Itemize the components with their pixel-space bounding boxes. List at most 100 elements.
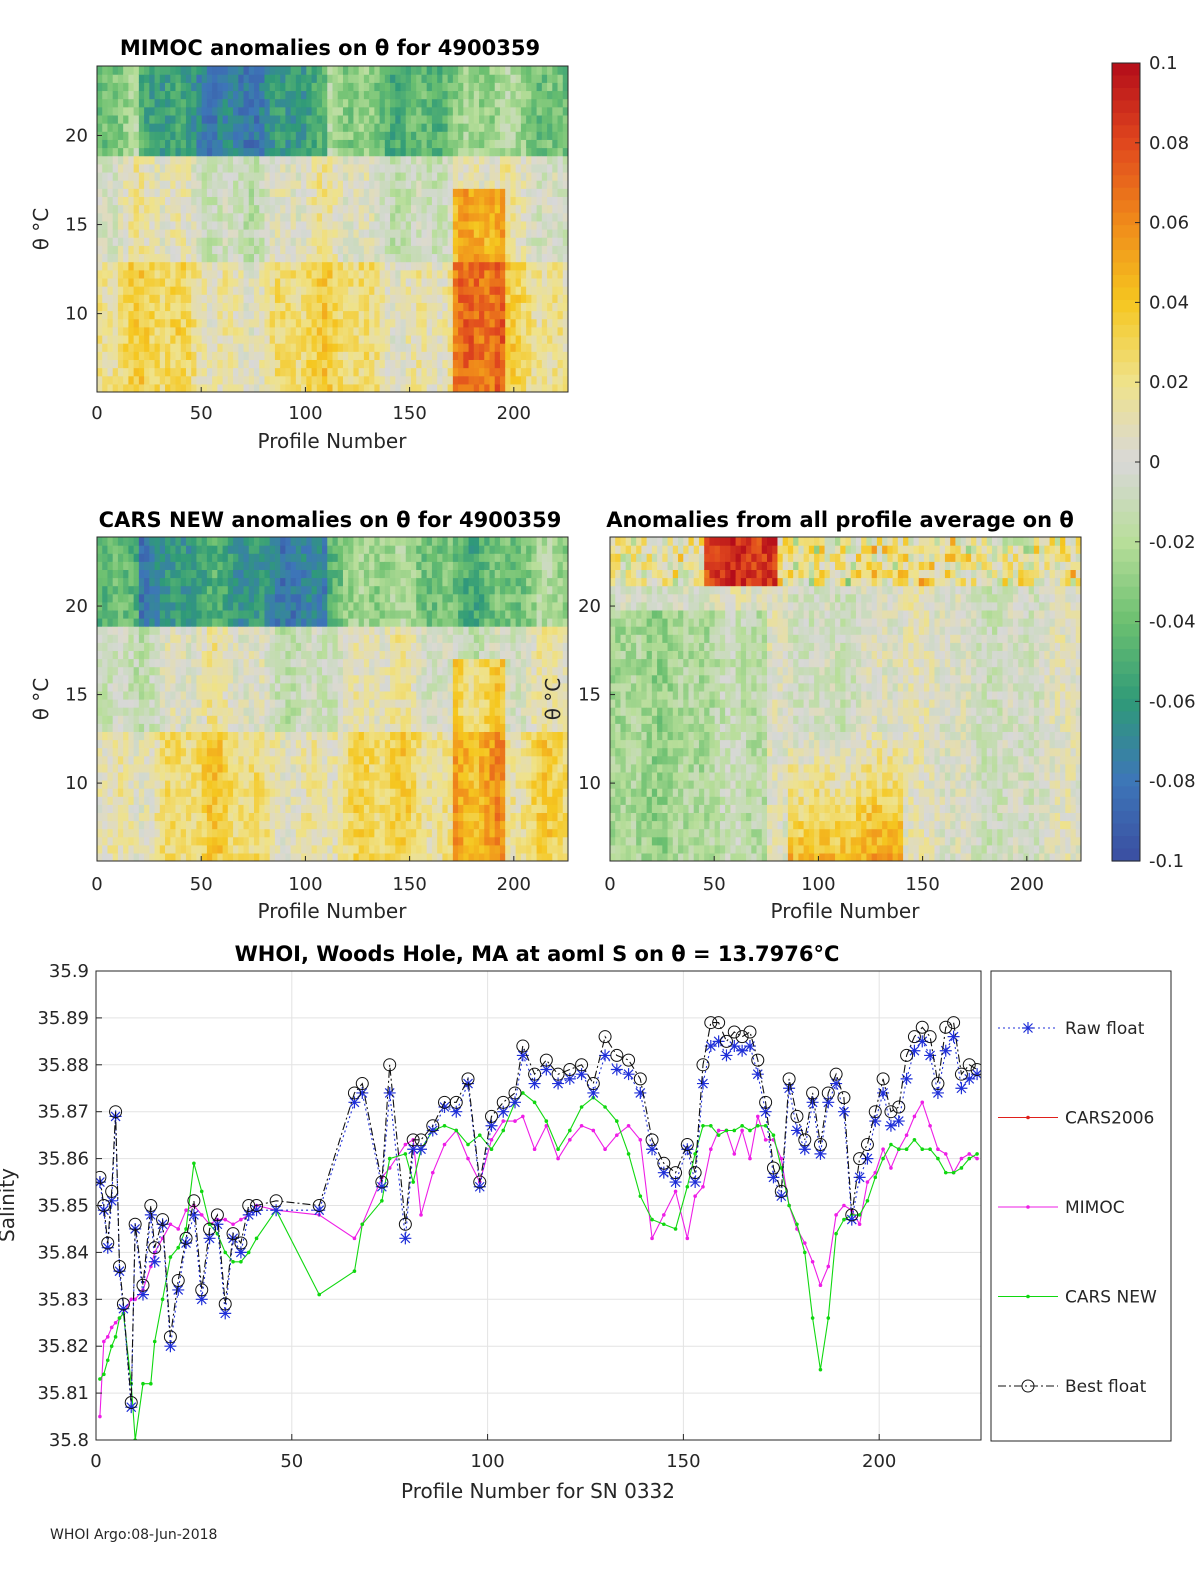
heatmap-cell: [206, 318, 213, 328]
heatmap-cell: [499, 286, 506, 295]
heatmap-cell: [468, 98, 475, 108]
heatmap-cell: [295, 237, 302, 246]
heatmap-cell: [159, 820, 166, 830]
heatmap-cell: [201, 585, 208, 595]
heatmap-cell: [248, 804, 255, 813]
heatmap-cell: [170, 180, 177, 189]
heatmap-cell: [562, 294, 568, 303]
heatmap-cell: [562, 139, 568, 149]
heatmap-cell: [201, 658, 208, 668]
heatmap-cell: [447, 163, 454, 173]
heatmap-cell: [248, 286, 255, 295]
heatmap-cell: [238, 318, 245, 328]
heatmap-cell: [165, 171, 171, 181]
heatmap-cell: [117, 650, 124, 660]
heatmap-cell: [379, 277, 386, 287]
heatmap-cell: [269, 690, 276, 700]
heatmap-cell: [206, 66, 213, 75]
heatmap-cell: [322, 318, 328, 328]
heatmap-cell: [531, 171, 538, 181]
heatmap-cell: [463, 253, 470, 263]
heatmap-cell: [379, 82, 386, 92]
heatmap-cell: [233, 123, 239, 132]
heatmap-cell: [442, 261, 449, 271]
heatmap-cell: [191, 553, 198, 562]
heatmap-cell: [384, 302, 391, 312]
heatmap-cell: [332, 367, 339, 377]
heatmap-cell: [531, 286, 538, 295]
heatmap-cell: [159, 351, 166, 360]
heatmap-cell: [212, 844, 218, 854]
heatmap-cell: [201, 723, 208, 732]
heatmap-cell: [499, 155, 506, 165]
heatmap-cell: [175, 359, 182, 369]
heatmap-cell: [175, 277, 182, 287]
heatmap-cell: [479, 66, 485, 75]
heatmap-cell: [175, 771, 182, 781]
heatmap-cell: [379, 147, 386, 157]
heatmap-cell: [254, 828, 260, 838]
heatmap-cell: [301, 269, 307, 279]
heatmap-cell: [405, 171, 412, 181]
heatmap-cell: [264, 561, 271, 570]
heatmap-cell: [526, 229, 532, 238]
heatmap-cell: [489, 253, 496, 263]
heatmap-cell: [175, 375, 182, 385]
heatmap-cell: [327, 359, 334, 369]
heatmap-cell: [447, 277, 454, 287]
heatmap-cell: [416, 212, 423, 222]
heatmap-cell: [390, 139, 396, 149]
heatmap-cell: [562, 196, 568, 206]
heatmap-cell: [128, 180, 135, 189]
heatmap-cell: [123, 237, 129, 246]
heatmap-cell: [489, 229, 496, 238]
heatmap-cell: [379, 220, 386, 230]
heatmap-cell: [400, 343, 407, 352]
heatmap-cell: [254, 844, 260, 854]
heatmap-cell: [243, 245, 250, 255]
heatmap-cell: [290, 383, 297, 392]
heatmap-cell: [358, 253, 365, 263]
heatmap-cell: [332, 310, 339, 320]
heatmap-cell: [206, 763, 213, 773]
heatmap-cell: [222, 844, 229, 854]
heatmap-cell: [499, 359, 506, 369]
heatmap-cell: [552, 277, 559, 287]
heatmap-cell: [191, 90, 198, 100]
heatmap-cell: [144, 699, 150, 708]
heatmap-cell: [463, 188, 470, 197]
heatmap-cell: [316, 351, 323, 360]
heatmap-cell: [390, 277, 396, 287]
heatmap-cell: [526, 351, 532, 360]
heatmap-cell: [400, 220, 407, 230]
heatmap-cell: [264, 196, 271, 206]
heatmap-cell: [222, 561, 229, 570]
heatmap-cell: [138, 601, 145, 611]
heatmap-cell: [112, 351, 119, 360]
heatmap-cell: [411, 180, 417, 189]
heatmap-cell: [107, 537, 114, 546]
heatmap-cell: [369, 367, 375, 377]
heatmap-cell: [170, 642, 177, 651]
heatmap-cell: [264, 253, 271, 263]
heatmap-cell: [196, 844, 203, 854]
heatmap-cell: [123, 220, 129, 230]
heatmap-cell: [384, 196, 391, 206]
heatmap-cell: [217, 852, 224, 861]
heatmap-cell: [201, 359, 208, 369]
heatmap-cell: [107, 658, 114, 668]
heatmap-cell: [102, 715, 109, 724]
heatmap-cell: [165, 66, 171, 75]
heatmap-cell: [165, 634, 171, 643]
heatmap-cell: [400, 212, 407, 222]
heatmap-cell: [447, 66, 454, 75]
heatmap-cell: [285, 98, 292, 108]
heatmap-cell: [123, 310, 129, 320]
heatmap-cell: [274, 163, 281, 173]
heatmap-cell: [123, 123, 129, 132]
heatmap-cell: [531, 74, 538, 83]
heatmap-cell: [405, 123, 412, 132]
heatmap-cell: [123, 367, 129, 377]
heatmap-cell: [128, 82, 135, 92]
heatmap-cell: [358, 326, 365, 336]
